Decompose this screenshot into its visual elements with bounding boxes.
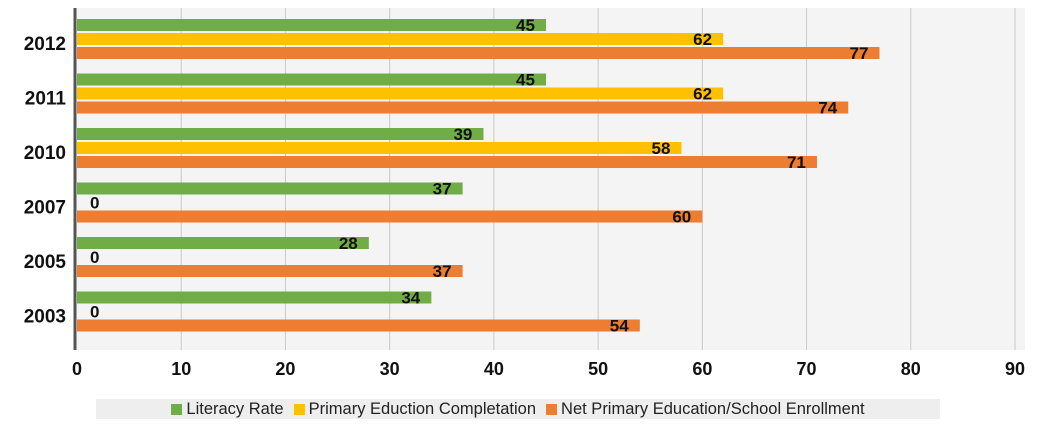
x-tick-label: 10 — [171, 359, 191, 379]
legend-item: Primary Eduction Completation — [293, 399, 537, 419]
data-label: 71 — [787, 153, 806, 172]
bar — [77, 19, 546, 31]
data-label: 60 — [672, 208, 691, 227]
legend: Literacy Rate Primary Eduction Completati… — [96, 399, 940, 419]
bar — [77, 87, 724, 100]
data-label: 28 — [339, 234, 358, 253]
x-tick-label: 70 — [797, 359, 817, 379]
x-tick-labels: 0 10 20 30 40 50 60 70 80 90 — [72, 359, 1025, 379]
x-tick-label: 80 — [901, 359, 921, 379]
bar — [77, 319, 640, 332]
category-label: 2007 — [24, 198, 66, 219]
legend-swatch — [293, 403, 305, 415]
legend-swatch — [546, 403, 558, 415]
data-label: 62 — [693, 30, 712, 49]
data-label: 62 — [693, 85, 712, 104]
data-label: 74 — [818, 99, 837, 118]
bar — [77, 142, 682, 154]
x-tick-label: 90 — [1005, 359, 1025, 379]
bar — [77, 128, 484, 140]
x-tick-label: 50 — [588, 359, 608, 379]
x-tick-label: 30 — [380, 359, 400, 379]
bar — [77, 265, 463, 277]
category-label: 2012 — [24, 34, 66, 55]
x-tick-label: 20 — [275, 359, 295, 379]
bar — [77, 101, 849, 114]
data-label: 0 — [90, 194, 99, 213]
data-label: 37 — [433, 180, 452, 199]
data-label: 45 — [516, 16, 535, 35]
category-label: 2011 — [25, 89, 67, 110]
legend-item: Literacy Rate — [171, 399, 284, 419]
x-tick-label: 40 — [484, 359, 504, 379]
data-label: 0 — [90, 303, 99, 322]
category-labels: 2012 2011 2010 2007 2005 2003 — [24, 34, 67, 328]
legend-item: Net Primary Education/School Enrollment — [546, 400, 865, 419]
category-label: 2010 — [24, 143, 66, 164]
legend-label: Net Primary Education/School Enrollment — [561, 399, 865, 418]
data-labels: 45 62 77 45 62 74 39 58 71 37 0 60 28 0 37 34 0 54 — [90, 16, 868, 336]
category-label: 2003 — [24, 307, 66, 328]
bar — [77, 237, 369, 249]
x-tick-label: 0 — [72, 359, 82, 379]
data-label: 77 — [850, 44, 869, 63]
bar — [77, 182, 463, 195]
data-label: 34 — [401, 289, 420, 308]
legend-label: Primary Eduction Completation — [308, 399, 537, 418]
bar — [77, 33, 724, 45]
data-label: 45 — [516, 71, 535, 90]
data-label: 54 — [610, 317, 629, 336]
data-label: 0 — [90, 248, 99, 267]
data-label: 58 — [651, 139, 670, 158]
legend-label: Literacy Rate — [186, 399, 284, 418]
bar — [77, 47, 880, 59]
bar — [77, 73, 546, 86]
bar — [77, 210, 703, 223]
x-tick-label: 60 — [692, 359, 712, 379]
legend-swatch — [171, 403, 183, 415]
category-label: 2005 — [24, 252, 67, 273]
bar-series — [77, 19, 880, 332]
data-label: 39 — [453, 125, 472, 144]
bar — [77, 156, 817, 168]
gridlines — [180, 8, 1016, 350]
data-label: 37 — [433, 262, 452, 281]
bar — [77, 291, 432, 304]
